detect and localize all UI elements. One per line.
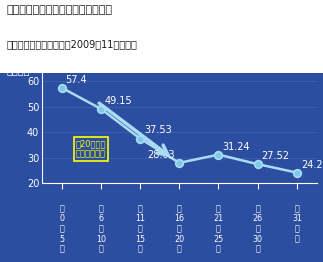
Text: （東日本流通機構調べ。2009年11月時点）: （東日本流通機構調べ。2009年11月時点） [6, 39, 137, 49]
Text: 24.21: 24.21 [301, 160, 323, 170]
Text: （万円）: （万円） [6, 66, 30, 76]
Text: 築
6
〜
10
年: 築 6 〜 10 年 [96, 204, 106, 254]
Text: 第20年まで
下がり続ける: 第20年まで 下がり続ける [76, 139, 106, 159]
Text: 築
26
〜
30
年: 築 26 〜 30 年 [253, 204, 263, 254]
Text: 築
21
〜
25
年: 築 21 〜 25 年 [214, 204, 224, 254]
Text: 築
31
年
〜: 築 31 年 〜 [292, 204, 302, 243]
Text: 築年数別の物件成約価格（㎡単価）: 築年数別の物件成約価格（㎡単価） [6, 5, 112, 15]
Text: 築
11
〜
15
年: 築 11 〜 15 年 [135, 204, 145, 254]
Text: 49.15: 49.15 [105, 96, 132, 106]
Text: 28.03: 28.03 [148, 150, 175, 160]
Text: 27.52: 27.52 [262, 151, 290, 161]
Text: 57.4: 57.4 [66, 75, 87, 85]
Text: 築
16
〜
20
年: 築 16 〜 20 年 [174, 204, 184, 254]
Text: 築
0
〜
5
年: 築 0 〜 5 年 [59, 204, 64, 254]
FancyBboxPatch shape [0, 73, 323, 262]
Text: 37.53: 37.53 [144, 125, 172, 135]
Text: 31.24: 31.24 [223, 141, 250, 151]
